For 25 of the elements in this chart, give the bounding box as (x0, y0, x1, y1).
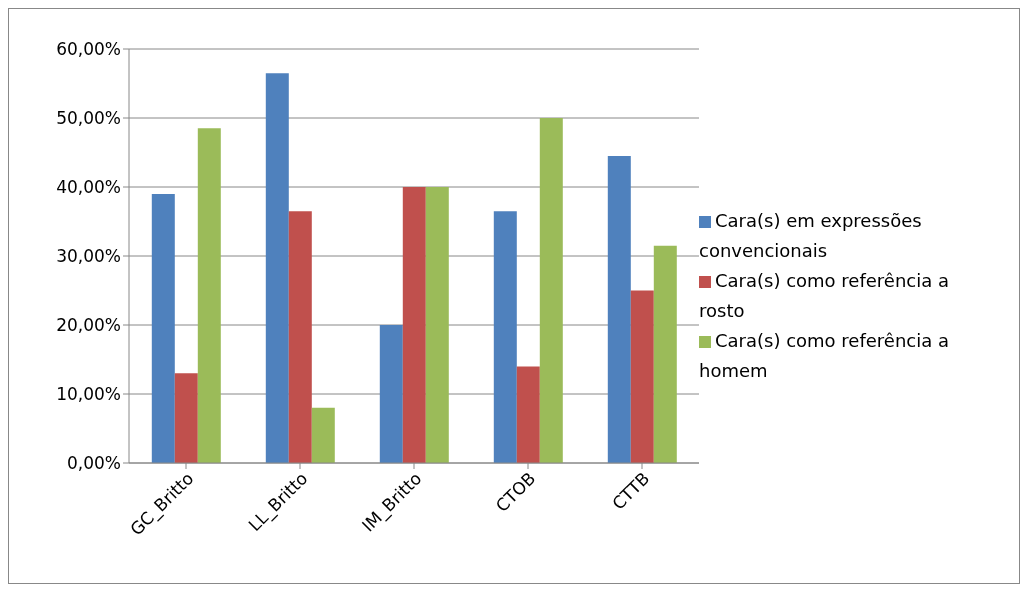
y-tick-label: 40,00% (56, 177, 121, 198)
bar (311, 407, 335, 463)
y-tick-label: 0,00% (66, 453, 121, 474)
bar (151, 193, 175, 463)
legend-label: Cara(s) em expressões convencionais (699, 210, 922, 261)
bar (653, 245, 677, 463)
y-tick-label: 20,00% (56, 315, 121, 336)
bar (379, 325, 403, 463)
bar (493, 211, 517, 463)
y-tick-label: 10,00% (56, 384, 121, 405)
legend-label: Cara(s) como referência a homem (699, 330, 950, 381)
legend-label: Cara(s) como referência a rosto (699, 270, 950, 321)
bar (607, 155, 631, 463)
bar (197, 128, 221, 463)
bar (174, 373, 198, 463)
y-tick-label: 60,00% (56, 39, 121, 60)
bar (265, 73, 289, 463)
y-tick-label: 30,00% (56, 246, 121, 267)
bar (630, 290, 654, 463)
y-tick-label: 50,00% (56, 108, 121, 129)
bar (539, 118, 563, 463)
bar (288, 211, 312, 463)
bar (425, 187, 449, 463)
bar (516, 366, 540, 463)
bar (402, 187, 426, 463)
